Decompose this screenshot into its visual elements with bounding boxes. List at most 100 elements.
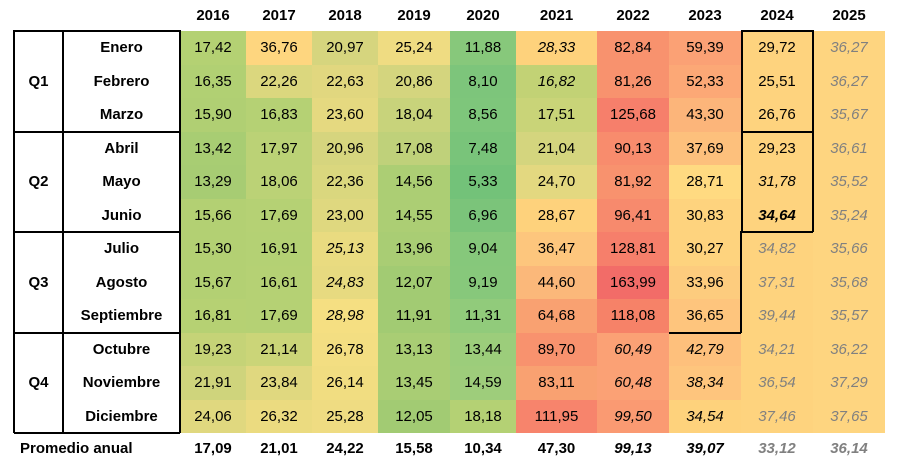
- table-border: [179, 30, 181, 433]
- table-border: [14, 331, 180, 334]
- table-cell: 6,96: [450, 198, 516, 232]
- table-cell: 37,65: [813, 399, 885, 433]
- table-cell: 11,88: [450, 31, 516, 65]
- table-cell: 26,78: [312, 332, 378, 366]
- table-cell: 29,72: [741, 31, 813, 65]
- month-label: Julio: [103, 240, 139, 257]
- year-header: 2016: [196, 7, 230, 24]
- table-cell: 36,27: [813, 64, 885, 98]
- table-cell: 16,81: [180, 299, 246, 333]
- table-border: [740, 231, 742, 333]
- table-cell: 17,97: [246, 131, 312, 165]
- table-cell: 37,31: [741, 265, 813, 299]
- table-cell: 15,66: [180, 198, 246, 232]
- table-cell: 21,91: [180, 366, 246, 400]
- table-cell: 59,39: [669, 31, 741, 65]
- table-cell: 19,23: [180, 332, 246, 366]
- year-header: 2023: [688, 7, 722, 24]
- table-cell: 42,79: [669, 332, 741, 366]
- table-cell: 13,45: [378, 366, 450, 400]
- table-border: [14, 231, 180, 233]
- table-cell: 99,50: [597, 399, 669, 433]
- table-cell: 5,33: [450, 165, 516, 199]
- average-value: 36,14: [830, 440, 868, 457]
- table-cell: 25,13: [312, 232, 378, 266]
- year-header: 2024: [760, 7, 794, 24]
- average-value: 21,01: [260, 440, 298, 457]
- table-cell: 125,68: [597, 98, 669, 132]
- month-label: Agosto: [95, 273, 148, 291]
- table-cell: 14,55: [378, 198, 450, 232]
- table-cell: 36,76: [246, 31, 312, 65]
- table-cell: 18,18: [450, 399, 516, 433]
- table-cell: 36,54: [741, 366, 813, 400]
- table-cell: 25,28: [312, 399, 378, 433]
- table-cell: 21,14: [246, 332, 312, 366]
- table-cell: 33,96: [669, 265, 741, 299]
- table-cell: 82,84: [597, 31, 669, 65]
- table-cell: 35,67: [813, 98, 885, 132]
- average-value: 99,13: [614, 440, 652, 457]
- month-label: Septiembre: [80, 307, 163, 324]
- table-cell: 20,86: [378, 64, 450, 98]
- table-cell: 16,91: [246, 232, 312, 266]
- table-border: [669, 331, 741, 334]
- table-cell: 81,26: [597, 64, 669, 98]
- table-cell: 9,19: [450, 265, 516, 299]
- table-cell: 23,00: [312, 198, 378, 232]
- table-cell: 28,98: [312, 299, 378, 333]
- table-cell: 26,32: [246, 399, 312, 433]
- month-label: Enero: [100, 39, 143, 56]
- table-cell: 8,10: [450, 64, 516, 98]
- table-cell: 25,51: [741, 64, 813, 98]
- month-label: Octubre: [92, 340, 151, 358]
- table-cell: 23,60: [312, 98, 378, 132]
- year-header: 2018: [328, 7, 362, 24]
- table-cell: 36,65: [669, 299, 741, 333]
- table-cell: 37,46: [741, 399, 813, 433]
- table-cell: 18,04: [378, 98, 450, 132]
- year-header: 2025: [832, 7, 866, 24]
- table-cell: 11,91: [378, 299, 450, 333]
- table-cell: 16,61: [246, 265, 312, 299]
- table-cell: 37,69: [669, 131, 741, 165]
- table-cell: 16,35: [180, 64, 246, 98]
- table-cell: 17,69: [246, 198, 312, 232]
- table-cell: 13,13: [378, 332, 450, 366]
- table-cell: 60,49: [597, 332, 669, 366]
- average-value: 15,58: [395, 440, 433, 457]
- table-cell: 12,05: [378, 399, 450, 433]
- table-cell: 31,78: [741, 165, 813, 199]
- table-border: [741, 130, 813, 133]
- month-label: Marzo: [99, 106, 144, 123]
- table-cell: 26,76: [741, 98, 813, 132]
- table-cell: 25,24: [378, 31, 450, 65]
- table-cell: 11,31: [450, 299, 516, 333]
- table-cell: 9,04: [450, 232, 516, 266]
- table-cell: 111,95: [516, 399, 597, 433]
- table-cell: 36,27: [813, 31, 885, 65]
- table-border: [14, 432, 180, 434]
- table-cell: 36,22: [813, 332, 885, 366]
- table-cell: 13,42: [180, 131, 246, 165]
- table-border: [812, 30, 814, 232]
- average-value: 33,12: [758, 440, 796, 457]
- table-cell: 96,41: [597, 198, 669, 232]
- table-cell: 28,67: [516, 198, 597, 232]
- table-cell: 21,04: [516, 131, 597, 165]
- table-cell: 17,69: [246, 299, 312, 333]
- table-cell: 26,14: [312, 366, 378, 400]
- table-cell: 13,96: [378, 232, 450, 266]
- table-cell: 14,56: [378, 165, 450, 199]
- table-cell: 22,63: [312, 64, 378, 98]
- table-cell: 34,54: [669, 399, 741, 433]
- quarter-label: Q1: [28, 72, 49, 90]
- table-cell: 14,59: [450, 366, 516, 400]
- table-cell: 44,60: [516, 265, 597, 299]
- table-cell: 35,57: [813, 299, 885, 333]
- year-header: 2017: [262, 7, 296, 24]
- year-header: 2022: [616, 7, 650, 24]
- table-cell: 83,11: [516, 366, 597, 400]
- table-cell: 23,84: [246, 366, 312, 400]
